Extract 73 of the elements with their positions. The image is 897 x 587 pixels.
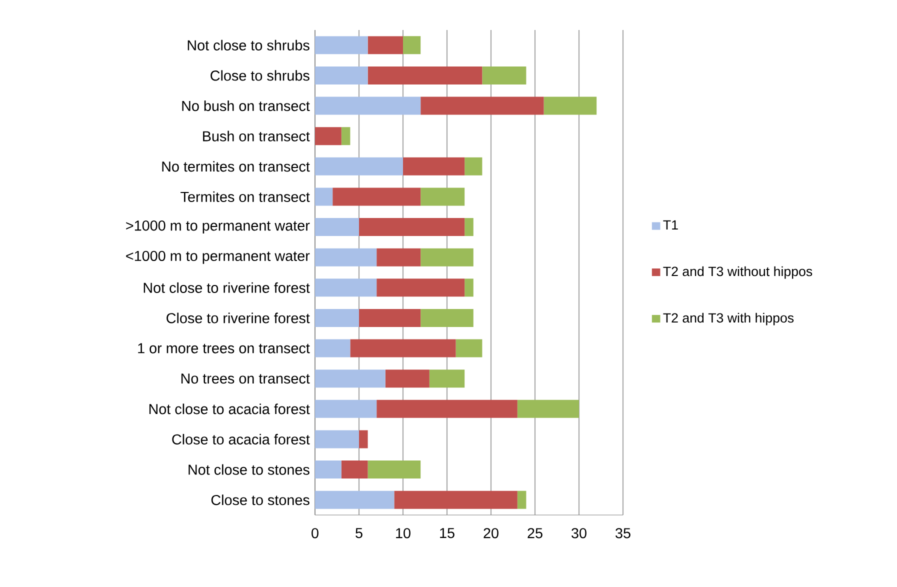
bar bbox=[403, 36, 421, 54]
bar bbox=[315, 66, 368, 84]
bar bbox=[482, 66, 526, 84]
bar bbox=[368, 66, 482, 84]
x-tick-label: 0 bbox=[312, 528, 318, 538]
bar bbox=[517, 400, 579, 418]
y-tick-label: Not close to riverine forest bbox=[144, 282, 310, 293]
bar bbox=[315, 400, 377, 418]
x-tick-label: 30 bbox=[572, 528, 586, 538]
y-tick-label: Bush on transect bbox=[203, 130, 310, 142]
bar bbox=[403, 157, 465, 176]
bar bbox=[332, 188, 421, 206]
bar bbox=[376, 400, 518, 418]
y-tick-label: No bush on transect bbox=[182, 100, 310, 112]
bar bbox=[315, 96, 421, 115]
y-tick-label: 1 or more trees on transect bbox=[138, 343, 310, 354]
bar bbox=[315, 248, 377, 266]
bar bbox=[315, 188, 333, 206]
bar bbox=[315, 370, 386, 388]
y-tick-label: <1000 m to permanent water bbox=[126, 250, 310, 264]
legend-label: T1 bbox=[663, 220, 678, 230]
bar bbox=[315, 308, 359, 327]
y-tick-label: Close to stones bbox=[211, 494, 310, 506]
bar bbox=[368, 460, 421, 479]
bar bbox=[429, 370, 465, 388]
y-tick-label: Close to shrubs bbox=[210, 70, 310, 81]
bar bbox=[517, 490, 526, 509]
bar bbox=[464, 157, 482, 176]
legend-label: T2 and T3 with hippos bbox=[663, 312, 794, 326]
bar bbox=[420, 248, 474, 266]
bar bbox=[315, 157, 403, 176]
y-tick-label: Close to riverine forest bbox=[166, 312, 310, 324]
bar bbox=[420, 96, 544, 115]
bar bbox=[359, 218, 465, 236]
y-tick-label: >1000 m to permanent water bbox=[126, 220, 310, 234]
legend-label: T2 and T3 without hippos bbox=[663, 266, 812, 279]
bar bbox=[464, 278, 474, 297]
bar bbox=[394, 490, 518, 509]
bar bbox=[385, 370, 430, 388]
bar bbox=[420, 308, 474, 327]
bar bbox=[359, 308, 421, 327]
x-tick-label: 15 bbox=[440, 528, 454, 538]
bar bbox=[315, 339, 350, 358]
bar bbox=[376, 248, 421, 266]
bar bbox=[350, 339, 456, 358]
y-tick-label: Not close to shrubs bbox=[188, 40, 310, 50]
x-tick-label: 20 bbox=[484, 528, 498, 538]
bar bbox=[464, 218, 474, 236]
bar bbox=[544, 96, 597, 115]
y-tick-label: Not close to stones bbox=[188, 464, 310, 475]
bar bbox=[315, 127, 342, 146]
x-tick-label: 25 bbox=[528, 528, 542, 538]
x-tick-label: 10 bbox=[396, 528, 410, 538]
bar bbox=[315, 278, 377, 297]
bar bbox=[456, 339, 482, 358]
y-tick-label: Not close to acacia forest bbox=[149, 404, 310, 414]
bar bbox=[315, 36, 368, 54]
y-tick-label: No trees on transect bbox=[181, 374, 310, 384]
bar bbox=[341, 127, 350, 146]
x-tick-label: 5 bbox=[356, 528, 362, 538]
y-tick-label: No termites on transect bbox=[162, 161, 310, 172]
bar bbox=[315, 218, 359, 236]
bar bbox=[420, 188, 465, 206]
bar bbox=[359, 430, 368, 448]
x-tick-label: 35 bbox=[616, 528, 630, 538]
bar bbox=[315, 430, 359, 448]
bar bbox=[341, 460, 368, 479]
bar bbox=[368, 36, 403, 54]
y-tick-label: Termites on transect bbox=[180, 191, 310, 202]
bar bbox=[376, 278, 465, 297]
bar bbox=[315, 460, 342, 479]
bar bbox=[315, 490, 394, 509]
y-tick-label: Close to acacia forest bbox=[172, 434, 310, 445]
